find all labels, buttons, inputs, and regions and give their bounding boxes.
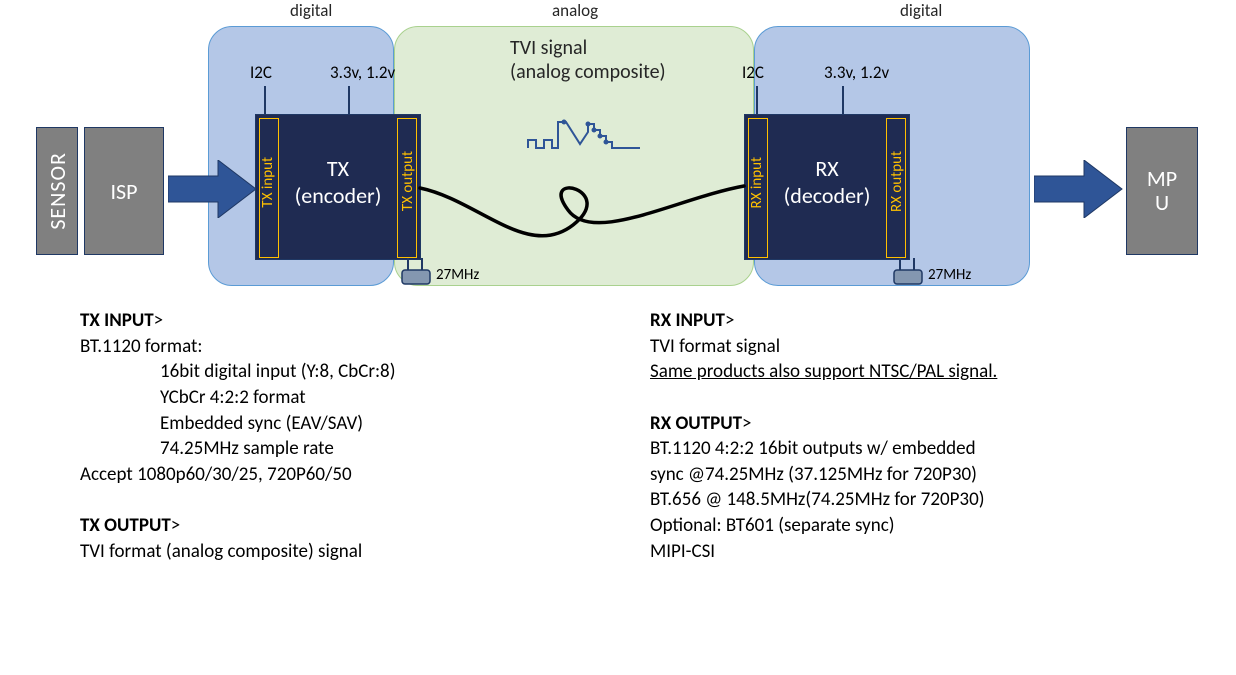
tx-input-b2: YCbCr 4:2:2 format	[80, 385, 306, 411]
tvi-title-line2: (analog composite)	[510, 60, 666, 84]
sensor-label: SENSOR	[44, 152, 71, 230]
arrow-isp-to-tx	[168, 160, 258, 218]
rx-input-head: RX INPUT	[650, 309, 725, 332]
tx-clk-label: 27MHz	[436, 266, 479, 284]
digital-right-label: digital	[900, 0, 942, 21]
rx-output-l2: sync @74.25MHz (37.125MHz for 720P30)	[650, 463, 977, 486]
tx-input-b4: 74.25MHz sample rate	[80, 436, 334, 462]
signal-chain-diagram: digital analog digital TVI signal (analo…	[0, 0, 1236, 310]
tx-output-label: TX output	[399, 151, 417, 211]
tx-input-l2: Accept 1080p60/30/25, 720P60/50	[80, 463, 352, 486]
tx-pwr-pin	[348, 86, 350, 114]
mpu-block: MP U	[1126, 127, 1198, 255]
rx-i2c-label: I2C	[742, 62, 764, 83]
rx-description: RX INPUT> TVI format signal Same product…	[650, 308, 1210, 564]
rx-i2c-pin	[756, 86, 758, 114]
arrow-rx-to-mpu	[1034, 160, 1124, 218]
rx-input-l2: Same products also support NTSC/PAL sign…	[650, 360, 997, 383]
tx-input-label: TX input	[259, 157, 277, 208]
isp-block: ISP	[84, 127, 164, 255]
rx-title-2: (decoder)	[784, 182, 871, 209]
tx-title: TX (encoder)	[282, 155, 394, 209]
analog-label: analog	[552, 0, 598, 21]
rx-output-l1: BT.1120 4:2:2 16bit outputs w/ embedded	[650, 437, 976, 460]
tx-input-head: TX INPUT	[80, 309, 154, 332]
rx-output-head: RX OUTPUT	[650, 412, 742, 435]
tx-i2c-label: I2C	[250, 62, 272, 83]
rx-input-l1: TVI format signal	[650, 335, 780, 358]
tx-title-2: (encoder)	[295, 182, 382, 209]
rx-input-label: RX input	[748, 157, 766, 208]
rx-title-1: RX	[815, 155, 838, 182]
tx-output-l1: TVI format (analog composite) signal	[80, 540, 362, 563]
rx-pwr-pin	[842, 86, 844, 114]
rx-decoder-block: RX input RX output RX (decoder)	[744, 114, 910, 260]
rx-output-l5: MIPI-CSI	[650, 540, 715, 563]
tx-encoder-block: TX input TX output TX (encoder)	[255, 114, 421, 260]
rx-title: RX (decoder)	[771, 155, 883, 209]
isp-label: ISP	[110, 178, 137, 205]
tx-title-1: TX	[327, 155, 349, 182]
rx-output-l4: Optional: BT601 (separate sync)	[650, 514, 895, 537]
digital-left-label: digital	[290, 0, 332, 21]
analog-wire	[418, 150, 748, 260]
tx-input-b1: 16bit digital input (Y:8, CbCr:8)	[80, 359, 395, 385]
sensor-block: SENSOR	[36, 127, 78, 255]
tvi-title: TVI signal (analog composite)	[510, 36, 666, 84]
tvi-title-line1: TVI signal	[510, 36, 587, 60]
tx-input-l1: BT.1120 format:	[80, 335, 202, 358]
tx-i2c-pin	[264, 86, 266, 114]
tx-pwr-label: 3.3v, 1.2v	[330, 62, 395, 83]
rx-pwr-label: 3.3v, 1.2v	[824, 62, 889, 83]
rx-clk-label: 27MHz	[928, 266, 971, 284]
rx-output-label: RX output	[888, 151, 906, 212]
tx-output-head: TX OUTPUT	[80, 514, 171, 537]
tx-input-b3: Embedded sync (EAV/SAV)	[80, 411, 363, 437]
mpu-label: MP U	[1147, 167, 1177, 215]
tx-description: TX INPUT> BT.1120 format: 16bit digital …	[80, 308, 600, 564]
rx-output-l3: BT.656 @ 148.5MHz(74.25MHz for 720P30)	[650, 488, 984, 511]
